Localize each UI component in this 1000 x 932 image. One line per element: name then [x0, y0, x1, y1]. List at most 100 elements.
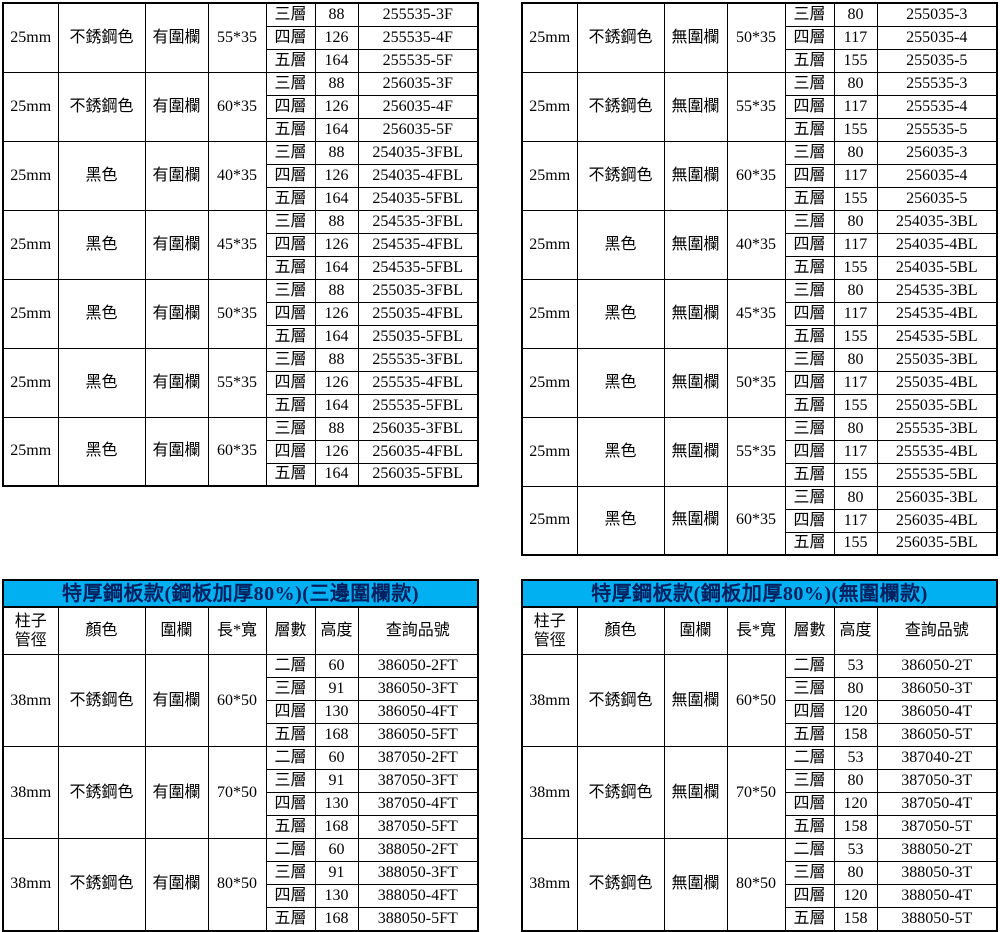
layer-cell: 四層	[265, 25, 316, 50]
height-cell: 88	[314, 2, 359, 27]
height-cell: 91	[314, 769, 359, 793]
height-cell: 88	[314, 278, 359, 303]
spec-row: 四層 117 254035-4BL	[522, 232, 998, 257]
layer-cell: 五層	[784, 815, 835, 839]
layer-cell: 五層	[265, 117, 316, 142]
size-cell: 55*35	[207, 2, 267, 73]
fence-cell: 有圍欄	[144, 209, 209, 280]
pipe-diameter-cell: 38mm	[521, 838, 578, 931]
header-pipe-diameter: 柱子 管徑	[2, 606, 59, 655]
size-cell: 70*50	[207, 746, 267, 839]
size-cell: 50*35	[207, 278, 267, 349]
height-cell: 126	[314, 25, 359, 50]
color-cell: 不銹鋼色	[576, 746, 665, 839]
spec-row: 四層 117 255535-4BL	[522, 439, 998, 464]
fence-cell: 無圍欄	[663, 71, 728, 142]
pipe-diameter-cell: 25mm	[2, 209, 59, 280]
layer-cell: 二層	[784, 838, 835, 862]
height-cell: 88	[314, 71, 359, 96]
fence-cell: 無圍欄	[663, 140, 728, 211]
pipe-diameter-cell: 25mm	[521, 71, 578, 142]
product-code-cell: 256035-3F	[357, 71, 479, 96]
spec-row: 25mm 不銹鋼色 有圍欄 55*35 三層 88 255535-3F	[2, 2, 479, 73]
height-cell: 117	[833, 163, 878, 188]
product-code-cell: 387050-4FT	[357, 792, 479, 816]
product-code-cell: 256035-5BL	[876, 531, 998, 556]
layer-cell: 五層	[784, 255, 835, 280]
layer-cell: 三層	[265, 347, 316, 372]
layer-cell: 五層	[265, 462, 316, 487]
product-code-cell: 386050-5FT	[357, 723, 479, 747]
product-code-cell: 254035-3FBL	[357, 140, 479, 165]
height-cell: 88	[314, 416, 359, 441]
product-code-cell: 388050-5T	[876, 907, 998, 931]
spec-table-38mm-no-fence: 特厚鋼板款(鋼板加厚80%)(無圍欄款) 柱子 管徑 顏色 圍欄 長*寬 層數 …	[520, 579, 999, 932]
product-code-cell: 388050-3T	[876, 861, 998, 885]
layer-cell: 五層	[784, 186, 835, 211]
pipe-diameter-cell: 38mm	[2, 838, 59, 931]
spec-row: 四層 117 256035-4BL	[522, 508, 998, 533]
fence-cell: 有圍欄	[144, 746, 209, 839]
spec-row: 25mm 黑色 有圍欄 45*35 三層 88 254535-3FBL	[2, 209, 479, 280]
height-cell: 91	[314, 861, 359, 885]
pipe-diameter-cell: 25mm	[2, 278, 59, 349]
spec-table-25mm-no-fence: 25mm 不銹鋼色 無圍欄 50*35 三層 80 255035-3 四層 117 255035-…	[521, 2, 998, 556]
color-cell: 黑色	[576, 347, 665, 418]
product-code-cell: 254035-4FBL	[357, 163, 479, 188]
color-cell: 不銹鋼色	[576, 654, 665, 747]
layer-cell: 三層	[784, 347, 835, 372]
layer-cell: 二層	[265, 838, 316, 862]
layer-cell: 五層	[265, 907, 316, 931]
layer-cell: 三層	[265, 71, 316, 96]
pipe-diameter-cell: 38mm	[521, 654, 578, 747]
spec-row: 四層 130 386050-4FT	[3, 700, 479, 724]
height-cell: 126	[314, 301, 359, 326]
height-cell: 53	[833, 746, 878, 770]
product-code-cell: 388050-2FT	[357, 838, 479, 862]
header-height: 高度	[833, 606, 878, 655]
spec-row: 四層 126 255035-4FBL	[3, 301, 479, 326]
product-code-cell: 255035-3FBL	[357, 278, 479, 303]
spec-row: 五層 158 386050-5T	[522, 723, 998, 747]
layer-cell: 四層	[784, 94, 835, 119]
spec-row: 五層 155 254035-5BL	[522, 255, 998, 280]
spec-row: 五層 164 255535-5F	[3, 48, 479, 73]
height-cell: 117	[833, 439, 878, 464]
layer-cell: 三層	[265, 677, 316, 701]
spec-row: 四層 126 254535-4FBL	[3, 232, 479, 257]
spec-row: 五層 158 388050-5T	[522, 907, 998, 931]
height-cell: 164	[314, 462, 359, 487]
product-code-cell: 254035-5BL	[876, 255, 998, 280]
product-code-cell: 255035-3	[876, 2, 998, 27]
spec-row: 四層 117 255035-4	[522, 25, 998, 50]
header-fence: 圍欄	[663, 606, 728, 655]
color-cell: 不銹鋼色	[57, 654, 146, 747]
spec-row: 25mm 不銹鋼色 無圍欄 50*35 三層 80 255035-3	[521, 2, 998, 73]
product-code-cell: 387050-3T	[876, 769, 998, 793]
fence-cell: 無圍欄	[663, 347, 728, 418]
spec-row: 四層 126 256035-4F	[3, 94, 479, 119]
layer-cell: 四層	[784, 439, 835, 464]
header-size: 長*寬	[207, 606, 267, 655]
product-code-cell: 388050-5FT	[357, 907, 479, 931]
pipe-diameter-cell: 25mm	[521, 416, 578, 487]
product-code-cell: 255535-4	[876, 94, 998, 119]
fence-cell: 無圍欄	[663, 278, 728, 349]
product-code-cell: 254535-4FBL	[357, 232, 479, 257]
fence-cell: 有圍欄	[144, 838, 209, 931]
pipe-diameter-cell: 25mm	[521, 209, 578, 280]
product-code-cell: 255035-4FBL	[357, 301, 479, 326]
layer-cell: 四層	[265, 94, 316, 119]
fence-cell: 有圍欄	[144, 278, 209, 349]
layer-cell: 四層	[784, 301, 835, 326]
layer-cell: 三層	[265, 416, 316, 441]
spec-row: 五層 164 256035-5FBL	[3, 462, 479, 487]
spec-row: 五層 168 386050-5FT	[3, 723, 479, 747]
height-cell: 117	[833, 370, 878, 395]
product-code-cell: 255535-4BL	[876, 439, 998, 464]
spec-row: 38mm 不銹鋼色 有圍欄 80*50 二層 60 388050-2FT	[2, 838, 479, 931]
height-cell: 155	[833, 186, 878, 211]
spec-row: 四層 120 386050-4T	[522, 700, 998, 724]
spec-row: 38mm 不銹鋼色 無圍欄 70*50 二層 53 387040-2T	[521, 746, 998, 839]
